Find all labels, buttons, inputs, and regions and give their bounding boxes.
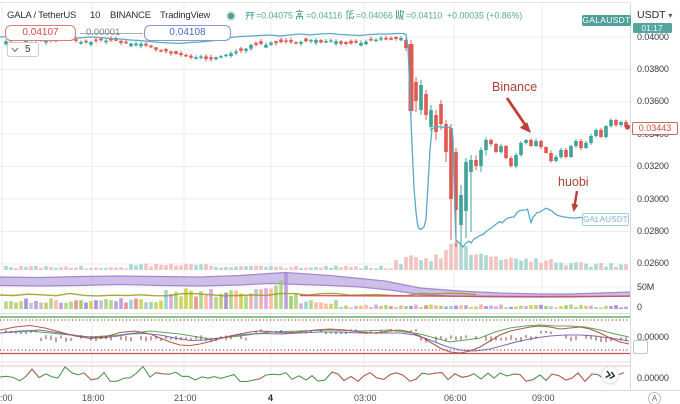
svg-text:=0.04066: =0.04066	[356, 11, 393, 21]
svg-text:=0.04116: =0.04116	[306, 11, 342, 21]
svg-text:=0.04075: =0.04075	[256, 11, 293, 21]
svg-text:+0.00035 (+0.86%): +0.00035 (+0.86%)	[447, 11, 522, 21]
svg-text:=0.04110: =0.04110	[406, 11, 442, 21]
